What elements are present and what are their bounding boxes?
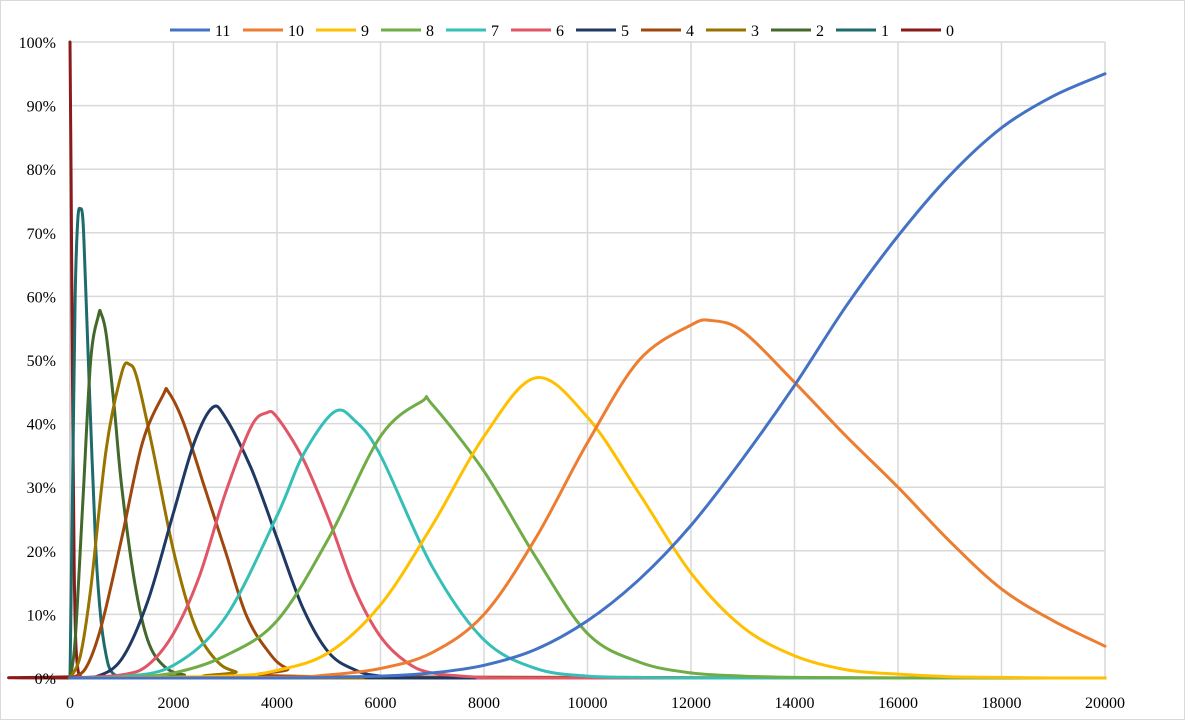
legend-item-0: 0	[901, 23, 954, 40]
legend-item-5: 5	[576, 23, 629, 40]
legend-label: 1	[881, 23, 889, 40]
y-tick-label: 30%	[27, 480, 56, 497]
legend-item-9: 9	[316, 23, 369, 40]
y-tick-label: 90%	[27, 99, 56, 116]
series-line-8	[68, 395, 1107, 680]
series-line-5	[68, 404, 1107, 680]
x-axis-tick-labels: 0 2000 4000 6000 8000 10000 12000 14000 16000 180…	[66, 695, 1125, 712]
legend-label: 8	[426, 23, 434, 40]
series-line-11	[68, 72, 1107, 680]
y-tick-label: 100%	[19, 35, 56, 52]
legend-label: 6	[556, 23, 564, 40]
y-axis-tick-labels: 0% 10% 20% 30% 40% 50% 60% 70% 80% 90% 100%	[19, 35, 56, 688]
legend-label: 4	[686, 23, 694, 40]
legend-label: 3	[751, 23, 759, 40]
legend-item-10: 10	[243, 23, 304, 40]
legend-label: 11	[215, 23, 230, 40]
x-tick-label: 18000	[982, 695, 1022, 712]
series-line-6	[68, 409, 1107, 680]
x-tick-label: 0	[66, 695, 74, 712]
legend: 11 10 9 8 7 6 5 4 3 2 1 0	[170, 23, 954, 40]
series-lines	[7, 40, 1107, 680]
x-tick-label: 6000	[365, 695, 397, 712]
legend-item-3: 3	[706, 23, 759, 40]
x-tick-label: 10000	[568, 695, 608, 712]
legend-label: 9	[361, 23, 369, 40]
legend-label: 7	[491, 23, 499, 40]
y-tick-label: 20%	[27, 544, 56, 561]
legend-label: 5	[621, 23, 629, 40]
series-line-7	[68, 408, 1107, 680]
legend-label: 10	[288, 23, 304, 40]
y-tick-label: 60%	[27, 289, 56, 306]
legend-item-1: 1	[836, 23, 889, 40]
x-tick-label: 16000	[878, 695, 918, 712]
y-tick-label: 50%	[27, 353, 56, 370]
legend-item-8: 8	[381, 23, 434, 40]
legend-item-4: 4	[641, 23, 694, 40]
x-tick-label: 8000	[468, 695, 500, 712]
series-line-10	[68, 318, 1107, 680]
y-tick-label: 0%	[35, 671, 56, 688]
legend-item-6: 6	[511, 23, 564, 40]
x-tick-label: 20000	[1085, 695, 1125, 712]
y-tick-label: 40%	[27, 417, 56, 434]
x-tick-label: 12000	[671, 695, 711, 712]
x-tick-label: 2000	[158, 695, 190, 712]
series-line-9	[68, 376, 1107, 680]
legend-item-11: 11	[170, 23, 230, 40]
legend-item-2: 2	[771, 23, 824, 40]
y-tick-label: 10%	[27, 607, 56, 624]
x-tick-label: 14000	[775, 695, 815, 712]
y-tick-label: 80%	[27, 162, 56, 179]
legend-item-7: 7	[446, 23, 499, 40]
gridlines	[70, 41, 1106, 678]
legend-label: 0	[946, 23, 954, 40]
x-tick-label: 4000	[261, 695, 293, 712]
legend-label: 2	[816, 23, 824, 40]
y-tick-label: 70%	[27, 226, 56, 243]
